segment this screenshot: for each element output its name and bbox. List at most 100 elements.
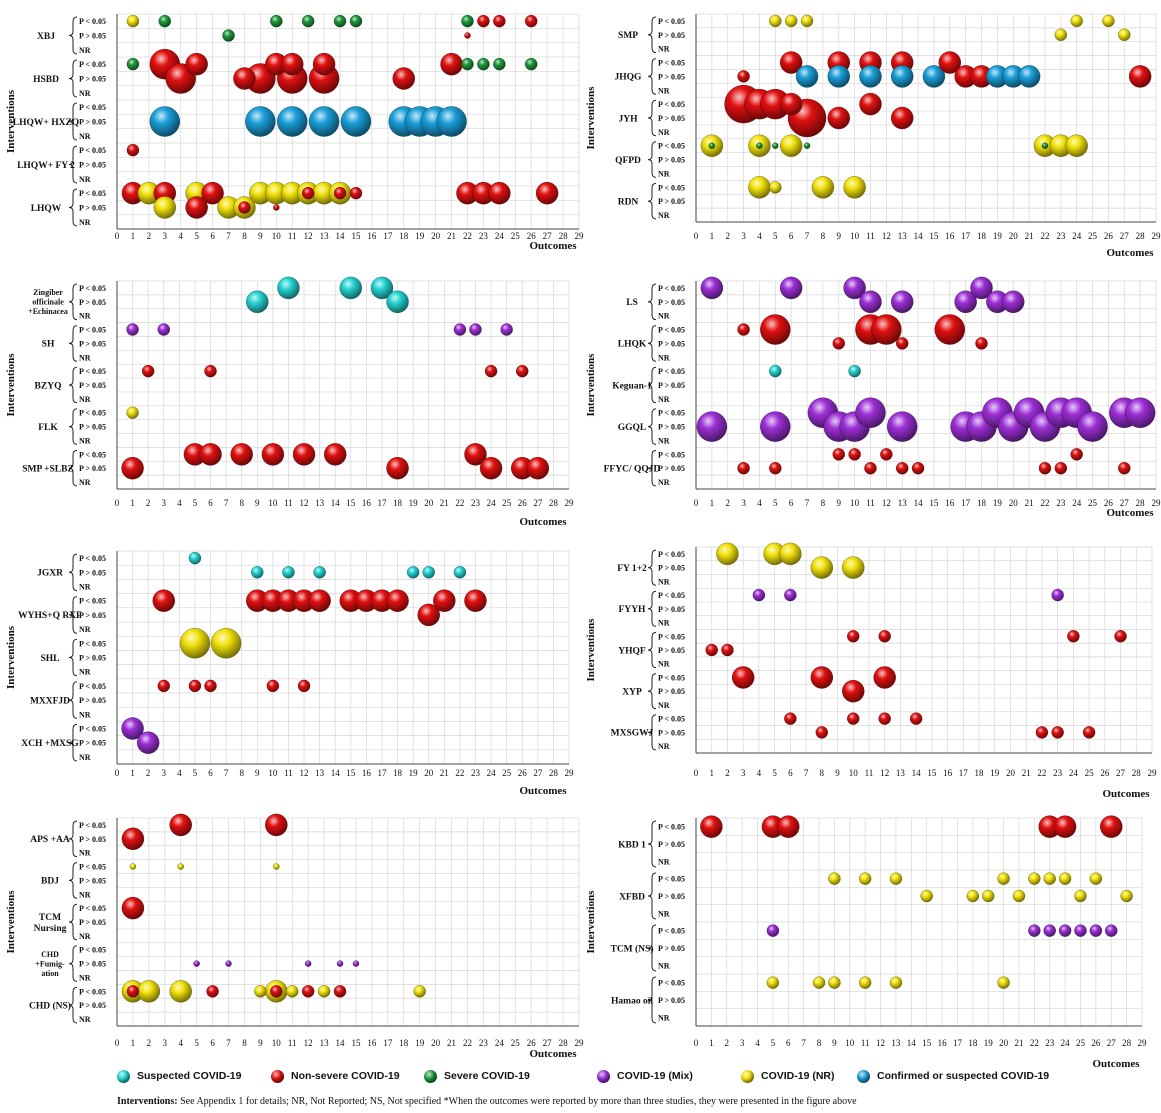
x-tick-label: 5 bbox=[194, 231, 199, 241]
group-brace bbox=[647, 820, 657, 868]
row-label: NR bbox=[658, 312, 670, 321]
row-label: NR bbox=[79, 1015, 91, 1024]
x-tick-label: 16 bbox=[367, 1038, 377, 1048]
group-brace bbox=[68, 681, 78, 719]
x-tick-label: 21 bbox=[447, 231, 456, 241]
bubble-point bbox=[859, 92, 882, 116]
x-tick-label: 20 bbox=[424, 768, 434, 778]
row-label: P < 0.05 bbox=[658, 284, 685, 293]
bubble-point bbox=[292, 443, 316, 466]
x-tick-label: 1 bbox=[710, 498, 715, 508]
bubble-point bbox=[1089, 924, 1103, 937]
bubble-point bbox=[891, 65, 914, 88]
x-tick-label: 15 bbox=[351, 1038, 361, 1048]
bubble-point bbox=[887, 411, 918, 442]
row-label: NR bbox=[79, 46, 91, 55]
bubble-point bbox=[188, 679, 202, 693]
bubble-point bbox=[1028, 872, 1041, 885]
x-tick-label: 19 bbox=[415, 231, 425, 241]
bubble-point bbox=[333, 985, 347, 998]
intervention-label: HSBD bbox=[33, 75, 59, 85]
row-label: P < 0.05 bbox=[79, 904, 106, 913]
bubble-point bbox=[265, 813, 288, 837]
row-label: P > 0.05 bbox=[658, 687, 685, 696]
x-tick-label: 23 bbox=[1056, 231, 1066, 241]
bubble-point bbox=[461, 14, 474, 28]
x-tick-label: 26 bbox=[1100, 768, 1110, 778]
group-brace bbox=[68, 638, 78, 677]
intervention-label: +Echinacea bbox=[28, 307, 68, 316]
bubble-point bbox=[700, 276, 724, 300]
bubble-point bbox=[277, 106, 308, 137]
bubble-point bbox=[769, 462, 782, 475]
bubble-point bbox=[1028, 924, 1041, 937]
x-tick-label: 2 bbox=[146, 768, 151, 778]
row-label: P > 0.05 bbox=[79, 876, 106, 885]
x-tick-label: 9 bbox=[835, 768, 840, 778]
bubble-point bbox=[700, 815, 723, 838]
row-label: NR bbox=[658, 909, 670, 918]
row-label: P > 0.05 bbox=[658, 464, 685, 473]
bubble-point bbox=[336, 960, 344, 967]
x-tick-label: 4 bbox=[757, 768, 762, 778]
row-label: P < 0.05 bbox=[79, 682, 106, 691]
x-tick-label: 2 bbox=[725, 498, 730, 508]
bubble-point bbox=[282, 566, 295, 579]
x-tick-label: 3 bbox=[741, 231, 746, 241]
bubble-point bbox=[997, 976, 1010, 989]
row-label: P > 0.05 bbox=[658, 72, 685, 81]
bubble-point bbox=[126, 985, 140, 998]
x-tick-label: 7 bbox=[801, 1038, 806, 1048]
bubble-point bbox=[1082, 726, 1096, 739]
bubble-point bbox=[737, 70, 750, 83]
row-label: P < 0.05 bbox=[658, 927, 685, 936]
x-tick-label: 23 bbox=[479, 1038, 489, 1048]
bubble-point bbox=[784, 588, 797, 602]
x-tick-label: 20 bbox=[999, 1038, 1009, 1048]
bubble-point bbox=[301, 985, 315, 998]
x-tick-label: 5 bbox=[771, 1038, 776, 1048]
x-tick-label: 25 bbox=[1088, 231, 1098, 241]
intervention-label: SHL bbox=[40, 654, 59, 664]
bubble-point bbox=[842, 556, 865, 579]
row-label: NR bbox=[658, 857, 670, 866]
x-tick-label: 0 bbox=[694, 231, 699, 241]
chart-panel-3: 0 1 2 3 4 5 6 7 8 9 10 11 12 13 14 15 16 17 18 19 20 21 22 23 24… bbox=[5, 276, 574, 528]
x-tick-label: 17 bbox=[383, 1038, 393, 1048]
legend-item: Non-severe COVID-19 bbox=[271, 1066, 400, 1086]
bubble-point bbox=[1065, 134, 1088, 157]
bubble-point bbox=[121, 457, 144, 480]
bubble-point bbox=[1100, 815, 1123, 838]
legend-item: Severe COVID-19 bbox=[424, 1066, 530, 1086]
row-label: P < 0.05 bbox=[658, 550, 685, 559]
x-tick-label: 3 bbox=[740, 1038, 745, 1048]
x-tick-label: 10 bbox=[845, 1038, 855, 1048]
bubble-point bbox=[149, 106, 180, 137]
x-tick-label: 6 bbox=[786, 1038, 791, 1048]
group-brace bbox=[68, 366, 78, 404]
x-tick-label: 16 bbox=[945, 498, 955, 508]
legend-label: Non-severe COVID-19 bbox=[291, 1070, 400, 1082]
bubble-point bbox=[752, 588, 766, 602]
bubble-point bbox=[864, 462, 877, 475]
x-tick-label: 1 bbox=[131, 1038, 136, 1048]
row-label: NR bbox=[79, 973, 91, 982]
row-label: P > 0.05 bbox=[658, 381, 685, 390]
bubble-point bbox=[477, 14, 490, 28]
bubble-point bbox=[126, 14, 140, 28]
row-label: NR bbox=[658, 961, 670, 970]
row-label: P < 0.05 bbox=[79, 946, 106, 955]
bubble-point bbox=[333, 14, 347, 28]
bubble-point bbox=[386, 589, 409, 612]
x-tick-label: 1 bbox=[131, 231, 136, 241]
x-tick-label: 27 bbox=[543, 231, 553, 241]
x-tick-label: 27 bbox=[1120, 231, 1130, 241]
row-label: NR bbox=[79, 89, 91, 98]
bubble-point bbox=[766, 976, 780, 989]
x-tick-label: 11 bbox=[861, 1038, 870, 1048]
bubble-point bbox=[760, 411, 791, 442]
bubble-point bbox=[1124, 397, 1156, 428]
row-label: NR bbox=[658, 1013, 670, 1022]
bubble-point bbox=[954, 290, 977, 313]
x-axis-title: Outcomes bbox=[519, 785, 567, 797]
